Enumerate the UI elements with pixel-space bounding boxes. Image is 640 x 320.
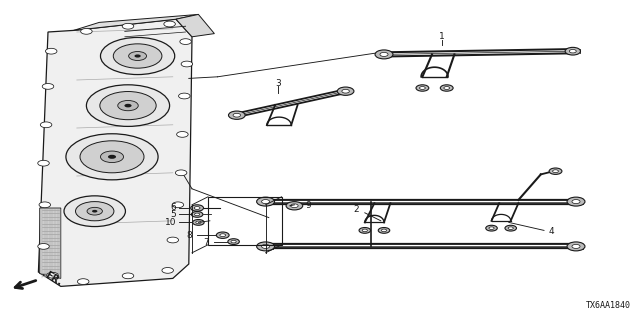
Polygon shape [38, 19, 192, 286]
Circle shape [175, 170, 187, 176]
Circle shape [291, 204, 298, 208]
Circle shape [572, 200, 580, 204]
Circle shape [337, 87, 354, 95]
Circle shape [196, 221, 201, 224]
Text: 2: 2 [354, 205, 359, 214]
Text: 7: 7 [204, 238, 209, 247]
Circle shape [257, 242, 275, 251]
Circle shape [38, 244, 49, 249]
Circle shape [122, 273, 134, 279]
Polygon shape [40, 208, 61, 278]
Circle shape [45, 48, 57, 54]
Circle shape [80, 141, 144, 173]
Circle shape [567, 242, 585, 251]
Circle shape [286, 202, 303, 210]
Circle shape [164, 21, 175, 27]
Circle shape [380, 52, 388, 56]
Circle shape [440, 85, 453, 91]
Circle shape [359, 228, 371, 233]
Circle shape [375, 50, 393, 59]
Circle shape [549, 168, 562, 174]
Circle shape [444, 86, 449, 89]
Circle shape [100, 151, 124, 163]
Circle shape [162, 268, 173, 273]
Circle shape [228, 239, 239, 244]
Circle shape [191, 205, 204, 211]
Circle shape [233, 113, 241, 117]
Circle shape [40, 122, 52, 128]
Circle shape [76, 202, 114, 221]
Circle shape [129, 52, 147, 60]
Circle shape [257, 197, 275, 206]
Circle shape [124, 104, 132, 108]
Polygon shape [176, 14, 214, 37]
Circle shape [416, 85, 429, 91]
Circle shape [181, 61, 193, 67]
Circle shape [228, 111, 245, 119]
Circle shape [172, 202, 184, 208]
Circle shape [505, 225, 516, 231]
Circle shape [180, 39, 191, 44]
Circle shape [167, 237, 179, 243]
Text: TX6AA1840: TX6AA1840 [586, 301, 630, 310]
Circle shape [220, 234, 225, 236]
Circle shape [381, 229, 387, 232]
Circle shape [191, 212, 203, 217]
Text: 5: 5 [170, 210, 175, 219]
Circle shape [92, 210, 97, 212]
Circle shape [134, 54, 141, 58]
Circle shape [38, 160, 49, 166]
Circle shape [100, 92, 156, 120]
Text: 3: 3 [276, 79, 281, 88]
Circle shape [567, 197, 585, 206]
Circle shape [66, 134, 158, 180]
Text: 1: 1 [439, 32, 444, 41]
Circle shape [570, 50, 576, 53]
Circle shape [77, 279, 89, 284]
Circle shape [362, 229, 367, 232]
Circle shape [87, 207, 102, 215]
Circle shape [489, 227, 494, 229]
Circle shape [378, 228, 390, 233]
Circle shape [572, 244, 580, 248]
Circle shape [122, 23, 134, 29]
Circle shape [179, 93, 190, 99]
Circle shape [47, 272, 58, 278]
Bar [208, 197, 282, 245]
Circle shape [177, 132, 188, 137]
Circle shape [64, 196, 125, 227]
Circle shape [113, 44, 162, 68]
Circle shape [508, 227, 513, 229]
Circle shape [565, 47, 580, 55]
Circle shape [100, 37, 175, 75]
Text: 4: 4 [549, 227, 554, 236]
Circle shape [231, 240, 236, 243]
Circle shape [195, 213, 200, 216]
Text: 6: 6 [170, 204, 175, 212]
Text: 10: 10 [165, 218, 177, 227]
Circle shape [86, 85, 170, 126]
Circle shape [262, 244, 269, 248]
Circle shape [216, 232, 229, 238]
Circle shape [342, 89, 349, 93]
Circle shape [262, 200, 269, 204]
Text: FR.: FR. [43, 270, 63, 288]
Circle shape [42, 84, 54, 89]
Circle shape [486, 225, 497, 231]
Text: 9: 9 [306, 201, 311, 210]
Circle shape [193, 220, 204, 225]
Polygon shape [74, 14, 198, 30]
Circle shape [118, 100, 138, 111]
Circle shape [81, 28, 92, 34]
Circle shape [553, 170, 559, 173]
Circle shape [39, 202, 51, 208]
Circle shape [195, 207, 200, 209]
Circle shape [108, 155, 116, 159]
Circle shape [420, 86, 425, 89]
Text: 8: 8 [186, 231, 191, 240]
